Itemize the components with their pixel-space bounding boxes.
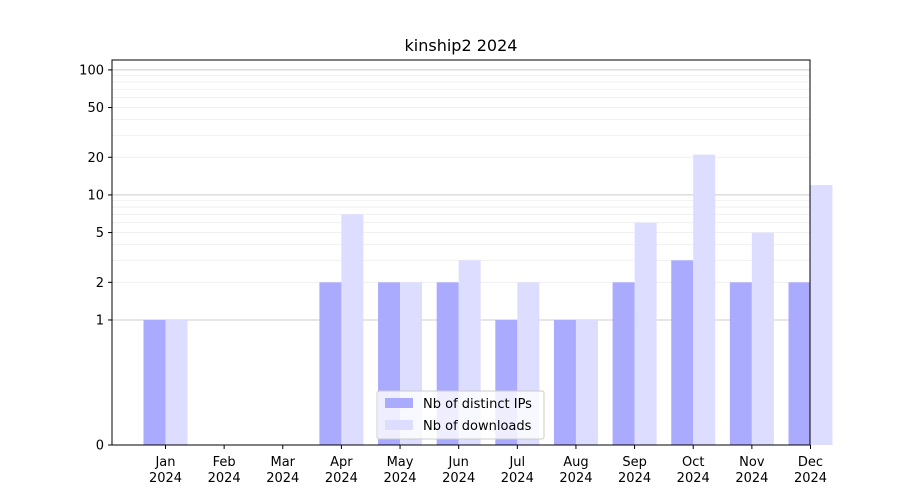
legend: Nb of distinct IPs Nb of downloads bbox=[376, 390, 545, 440]
bar-downloads bbox=[634, 222, 657, 445]
x-tick-label-year: 2024 bbox=[559, 471, 592, 486]
x-tick-label-year: 2024 bbox=[501, 471, 534, 486]
bar-distinct-ips bbox=[143, 319, 166, 445]
x-tick-label-year: 2024 bbox=[208, 471, 241, 486]
chart-title: kinship2 2024 bbox=[405, 36, 518, 55]
bar-distinct-ips bbox=[729, 282, 752, 445]
x-tick-label-year: 2024 bbox=[442, 471, 475, 486]
legend-label-ips: Nb of distinct IPs bbox=[423, 397, 532, 412]
x-tick-label-year: 2024 bbox=[618, 471, 651, 486]
x-tick-label-month: Mar bbox=[271, 455, 296, 470]
y-tick-label: 100 bbox=[79, 63, 104, 78]
x-tick-label-year: 2024 bbox=[325, 471, 358, 486]
bar-distinct-ips bbox=[553, 319, 576, 445]
y-tick-label: 20 bbox=[87, 151, 104, 166]
legend-swatch-ips bbox=[385, 398, 413, 408]
x-tick-label-month: Apr bbox=[330, 455, 353, 470]
x-tick-label-year: 2024 bbox=[149, 471, 182, 486]
x-tick-label-month: May bbox=[387, 455, 414, 470]
bar-distinct-ips bbox=[612, 282, 635, 445]
legend-swatch-downloads bbox=[385, 420, 413, 430]
x-tick-label-month: Dec bbox=[798, 455, 823, 470]
x-tick-label-month: Feb bbox=[213, 455, 236, 470]
bar-distinct-ips bbox=[671, 260, 694, 445]
bar-downloads bbox=[751, 232, 774, 445]
y-tick-label: 10 bbox=[87, 188, 104, 203]
y-tick-label: 50 bbox=[87, 101, 104, 116]
x-tick-label-month: Jul bbox=[508, 455, 525, 470]
y-tick-label: 2 bbox=[96, 276, 104, 291]
x-tick-label-year: 2024 bbox=[677, 471, 710, 486]
x-tick-label-year: 2024 bbox=[266, 471, 299, 486]
y-axis: 0 1 2 5 10 20 50 100 bbox=[79, 63, 112, 454]
y-tick-label: 0 bbox=[96, 439, 104, 454]
x-axis: Jan2024Feb2024Mar2024Apr2024May2024Jun20… bbox=[149, 445, 827, 486]
y-tick-label: 5 bbox=[96, 226, 104, 241]
x-tick-label-month: Aug bbox=[563, 455, 588, 470]
bar-downloads bbox=[810, 185, 833, 445]
bar-distinct-ips bbox=[788, 282, 811, 445]
x-tick-label-month: Nov bbox=[739, 455, 765, 470]
plot-frame bbox=[111, 59, 811, 446]
x-tick-label-month: Oct bbox=[682, 455, 704, 470]
bar-distinct-ips bbox=[319, 282, 342, 445]
bar-downloads bbox=[693, 154, 716, 446]
y-tick-label: 1 bbox=[96, 313, 104, 328]
bar-downloads bbox=[165, 319, 188, 445]
bar-downloads bbox=[575, 319, 598, 445]
x-tick-label-month: Jan bbox=[154, 455, 175, 470]
legend-label-downloads: Nb of downloads bbox=[423, 419, 532, 434]
x-tick-label-year: 2024 bbox=[383, 471, 416, 486]
x-tick-label-year: 2024 bbox=[794, 471, 827, 486]
x-tick-label-month: Jun bbox=[448, 455, 469, 470]
legend-box bbox=[376, 390, 545, 440]
bar-downloads bbox=[341, 214, 364, 445]
x-tick-label-month: Sep bbox=[622, 455, 647, 470]
x-tick-label-year: 2024 bbox=[735, 471, 768, 486]
